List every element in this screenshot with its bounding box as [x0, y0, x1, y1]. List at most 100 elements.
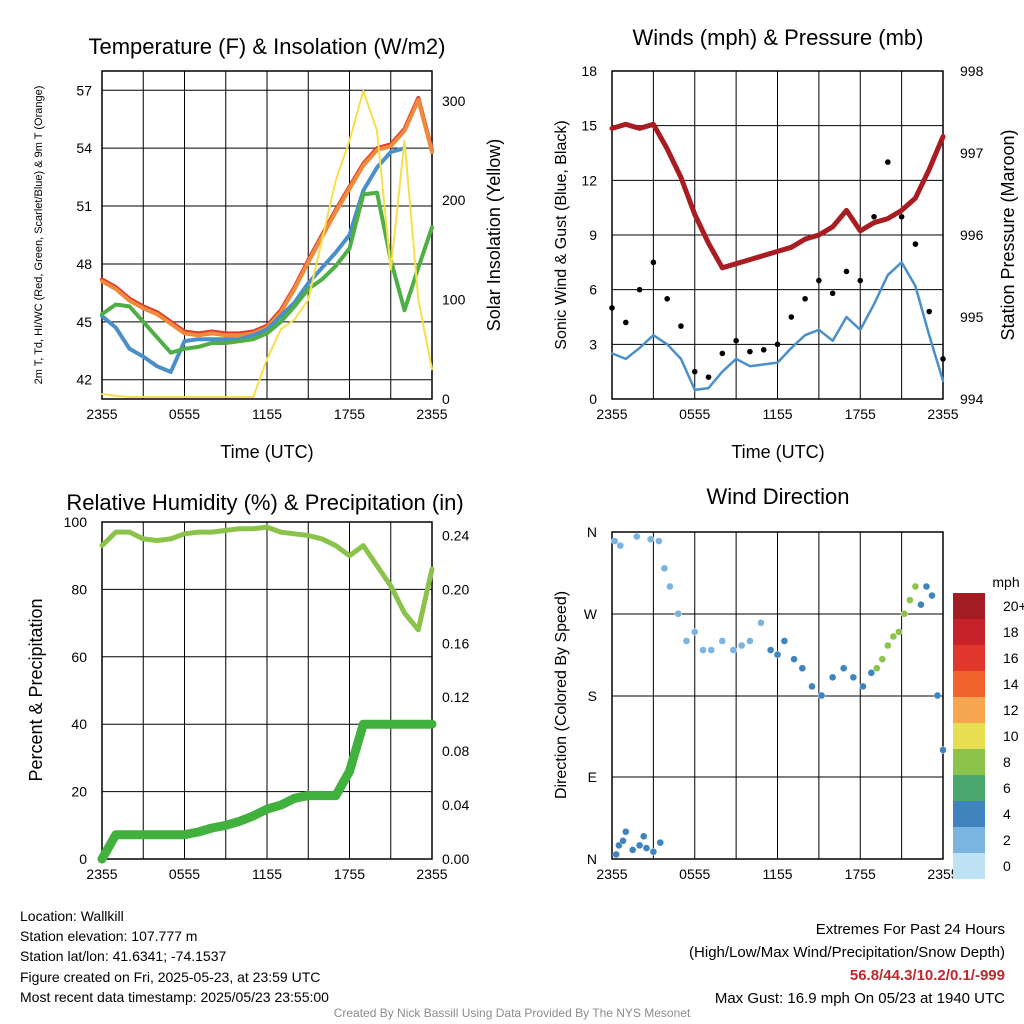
colorbar-swatch: [953, 775, 985, 801]
direction-point: [666, 582, 674, 591]
direction-point: [922, 582, 931, 591]
y2-axis-title-insolation: Solar Insolation (Yellow): [484, 139, 504, 331]
x-tick-label: 2355: [596, 866, 627, 882]
direction-point: [849, 673, 858, 682]
extremes-title: Extremes For Past 24 Hours: [815, 921, 1005, 938]
gust-point: [636, 286, 643, 293]
direction-point: [939, 746, 947, 754]
y-tick-label: 6: [589, 282, 597, 298]
y-tick-label: 9: [589, 227, 597, 243]
direction-point: [840, 664, 848, 672]
direction-point: [737, 641, 746, 650]
x-tick-label: 0555: [679, 866, 710, 882]
y2-tick-label: 0.08: [442, 743, 469, 759]
direction-point: [616, 541, 624, 550]
y-tick-label: 3: [589, 336, 597, 352]
gust-point: [622, 319, 629, 326]
x-tick-label: 2355: [927, 866, 958, 882]
gust-point: [885, 159, 891, 165]
y2-tick-label: 994: [960, 391, 984, 407]
colorbar-swatch: [953, 723, 985, 749]
gust-point: [898, 213, 905, 220]
direction-point: [773, 650, 782, 659]
direction-point: [859, 682, 867, 691]
y2-tick-label: 0: [442, 391, 450, 407]
y-tick-label: 80: [71, 581, 87, 597]
direction-point: [790, 655, 798, 663]
colorbar-label: 8: [1003, 754, 1011, 770]
gust-point: [733, 337, 739, 344]
direction-point: [707, 646, 715, 654]
direction-point: [828, 673, 837, 682]
direction-point: [619, 837, 627, 845]
recent-timestamp: Most recent data timestamp: 2025/05/23 2…: [20, 988, 329, 1005]
direction-point: [928, 591, 936, 600]
direction-point: [660, 564, 669, 573]
gust-point: [664, 295, 670, 302]
colorbar-label: 6: [1003, 780, 1011, 796]
series-line: [99, 524, 435, 633]
y-axis-title-winds: Sonic Wind & Gust (Blue, Black): [553, 120, 570, 349]
x-tick-label: 0555: [169, 406, 200, 422]
colorbar-swatch: [953, 619, 985, 645]
colorbar-label: 20+: [1003, 598, 1024, 614]
y-axis-title-direction: Direction (Colored By Speed): [553, 591, 570, 799]
colorbar-swatch: [953, 827, 985, 853]
direction-point: [646, 535, 655, 543]
colorbar-swatch: [953, 697, 985, 723]
x-axis-title-temperature: Time (UTC): [220, 442, 313, 462]
gust-point: [774, 341, 781, 348]
direction-point: [889, 632, 898, 641]
direction-point: [817, 691, 826, 700]
x-tick-label: 1155: [762, 406, 792, 422]
direction-point: [656, 838, 664, 847]
direction-point: [911, 582, 920, 591]
direction-point: [873, 664, 881, 672]
x-tick-label: 1155: [762, 866, 792, 882]
y-tick-label: 12: [581, 172, 597, 188]
gust-point: [857, 277, 864, 284]
colorbar-swatch: [953, 749, 985, 775]
colorbar-label: 12: [1003, 702, 1019, 718]
chart-title-winds: Winds (mph) & Pressure (mb): [633, 25, 924, 50]
plot-frame: [611, 70, 944, 400]
direction-point: [757, 619, 765, 627]
gust-point: [829, 290, 836, 297]
y-tick-label: 42: [76, 372, 92, 388]
direction-point: [611, 537, 619, 545]
direction-point: [635, 841, 644, 850]
y-tick-label: E: [588, 769, 597, 785]
direction-point: [884, 641, 892, 650]
y2-tick-label: 0.24: [442, 527, 469, 543]
x-tick-label: 2355: [596, 406, 627, 422]
y2-tick-label: 995: [960, 309, 984, 325]
gust-point: [816, 277, 822, 284]
x-tick-label: 1155: [252, 866, 282, 882]
y-axis-title-temperature: 2m T, Td, HI/WC (Red, Green, Scarlet/Blu…: [33, 86, 45, 385]
y-tick-label: N: [587, 524, 597, 540]
y-tick-label: 0: [589, 391, 597, 407]
direction-point: [642, 844, 651, 852]
credit-line: Created By Nick Bassill Using Data Provi…: [333, 1006, 691, 1020]
x-tick-label: 2355: [416, 406, 447, 422]
gust-point: [912, 241, 919, 247]
y2-tick-label: 0.04: [442, 797, 469, 813]
y2-tick-label: 997: [960, 145, 984, 161]
colorbar-swatch: [953, 853, 985, 879]
plot-frame: [611, 531, 944, 860]
direction-point: [718, 637, 727, 645]
direction-point: [917, 600, 925, 609]
direction-point: [906, 596, 914, 604]
x-tick-label: 1155: [252, 406, 282, 422]
y-tick-label: S: [588, 688, 597, 704]
y2-tick-label: 0.16: [442, 635, 469, 651]
colorbar-label: 16: [1003, 650, 1019, 666]
direction-point: [682, 637, 691, 645]
direction-point: [699, 646, 707, 654]
direction-point: [895, 628, 903, 636]
y-tick-label: W: [584, 606, 598, 622]
direction-point: [622, 828, 630, 836]
gust-point: [691, 368, 698, 375]
station-elevation: Station elevation: 107.777 m: [20, 928, 198, 945]
direction-point: [729, 646, 738, 654]
